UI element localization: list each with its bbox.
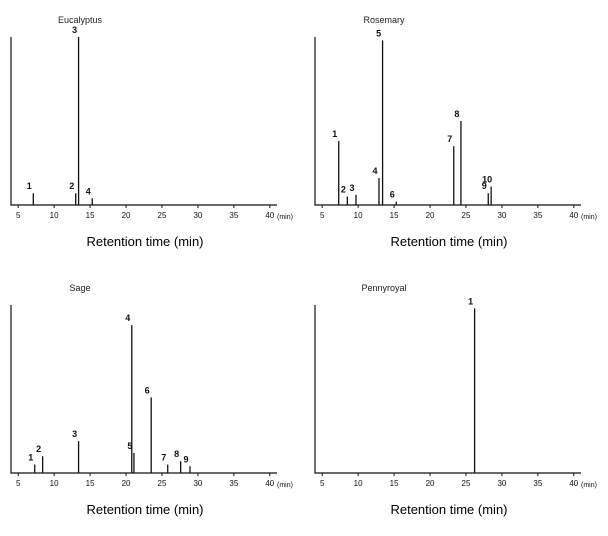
- x-tick-label: 5: [16, 479, 21, 488]
- x-tick-label: 30: [497, 211, 506, 220]
- chromatogram-pennyroyal: Pennyroyal 1 5 10 15 20 25 30 35 40 (min) Reten…: [304, 268, 604, 536]
- x-tick-label: 5: [320, 479, 325, 488]
- x-tick-label: 30: [193, 479, 202, 488]
- x-axis-title: Retention time (min): [86, 502, 203, 517]
- x-tick-label: 40: [265, 479, 274, 488]
- peak-label-7: 7: [447, 134, 452, 144]
- peak-label-8: 8: [174, 449, 179, 459]
- x-tick-label: 25: [462, 479, 471, 488]
- x-tick-label: 10: [50, 479, 59, 488]
- x-tick-label: 5: [16, 211, 21, 220]
- x-tick-label: 40: [569, 211, 578, 220]
- x-tick-label: 15: [390, 211, 399, 220]
- peak-label-10: 10: [482, 175, 492, 185]
- x-tick-label: 10: [50, 211, 59, 220]
- peak-label-6: 6: [390, 190, 395, 200]
- x-axis-title: Retention time (min): [390, 234, 507, 249]
- x-tick-label: 20: [426, 479, 435, 488]
- x-tick-label: 35: [533, 479, 542, 488]
- x-ticks: 5 10 15 20 25 30 35 40: [16, 205, 275, 220]
- axis: [10, 305, 277, 474]
- x-tick-label: 40: [265, 211, 274, 220]
- x-tick-label: 40: [569, 479, 578, 488]
- peak-label-1: 1: [332, 129, 337, 139]
- x-unit-label: (min): [277, 482, 293, 489]
- peak-label-4: 4: [86, 186, 91, 196]
- axis: [10, 37, 277, 206]
- x-axis-title: Retention time (min): [86, 234, 203, 249]
- peak-label-1: 1: [27, 181, 32, 191]
- chart-sage: Sage 12 3 4 5 6 7 89 5 10 15 20 25 30 35 40 (min) Ret…: [10, 283, 293, 517]
- peak-label-4: 4: [372, 166, 377, 176]
- x-tick-label: 15: [86, 211, 95, 220]
- x-tick-label: 30: [193, 211, 202, 220]
- peak-label-2: 2: [36, 444, 41, 454]
- chart-title: Eucalyptus: [58, 15, 103, 25]
- peak-label-9: 9: [184, 454, 189, 464]
- x-tick-label: 30: [497, 479, 506, 488]
- x-ticks: 5 10 15 20 25 30 35 40: [320, 205, 579, 220]
- x-tick-label: 20: [426, 211, 435, 220]
- x-unit-label: (min): [581, 214, 597, 221]
- x-tick-label: 35: [229, 211, 238, 220]
- x-tick-label: 5: [320, 211, 325, 220]
- x-tick-label: 10: [354, 479, 363, 488]
- peaks: 12 3 4 5 6 7 89: [28, 313, 191, 473]
- peak-label-3: 3: [72, 429, 77, 439]
- x-tick-label: 10: [354, 211, 363, 220]
- x-tick-label: 25: [158, 211, 167, 220]
- x-tick-label: 35: [533, 211, 542, 220]
- peak-label-1: 1: [28, 453, 33, 463]
- peaks: 1: [468, 296, 476, 473]
- peak-label-1: 1: [468, 296, 473, 306]
- chart-eucalyptus: Eucalyptus 1 2 3 4 5 10 15 20 25 30 35 40 (min) Re…: [10, 15, 293, 249]
- peak-label-2: 2: [341, 185, 346, 195]
- chromatogram-eucalyptus: Eucalyptus 1 2 3 4 5 10 15 20 25 30 35 40 (min) Re…: [0, 0, 300, 268]
- peak-label-3: 3: [349, 183, 354, 193]
- x-tick-label: 15: [390, 479, 399, 488]
- axis: [314, 37, 581, 206]
- x-ticks: 5 10 15 20 25 30 35 40: [320, 473, 579, 488]
- axis: [314, 305, 581, 474]
- peak-label-5: 5: [127, 441, 132, 451]
- x-axis-title: Retention time (min): [390, 502, 507, 517]
- x-tick-label: 35: [229, 479, 238, 488]
- x-unit-label: (min): [581, 482, 597, 489]
- peak-label-9: 9: [482, 181, 487, 191]
- x-tick-label: 20: [122, 479, 131, 488]
- chart-title: Sage: [69, 283, 90, 293]
- peak-label-2: 2: [69, 181, 74, 191]
- peaks: 1 2 3 4: [27, 25, 93, 205]
- x-tick-label: 20: [122, 211, 131, 220]
- peak-label-3: 3: [72, 25, 77, 35]
- peak-label-4: 4: [125, 313, 130, 323]
- peak-label-6: 6: [145, 385, 150, 395]
- x-unit-label: (min): [277, 214, 293, 221]
- chromatogram-rosemary: Rosemary 1 2 3 4 5 6 7 8 9 10 5 10 15 20 25 30 35 40 (mi…: [304, 0, 604, 268]
- peak-label-5: 5: [376, 28, 381, 38]
- chart-pennyroyal: Pennyroyal 1 5 10 15 20 25 30 35 40 (min) Reten…: [314, 283, 597, 517]
- peak-label-7: 7: [161, 453, 166, 463]
- x-ticks: 5 10 15 20 25 30 35 40: [16, 473, 275, 488]
- chart-title: Rosemary: [363, 15, 405, 25]
- x-tick-label: 25: [158, 479, 167, 488]
- peak-label-8: 8: [454, 109, 459, 119]
- chart-title: Pennyroyal: [361, 283, 406, 293]
- x-tick-label: 25: [462, 211, 471, 220]
- x-tick-label: 15: [86, 479, 95, 488]
